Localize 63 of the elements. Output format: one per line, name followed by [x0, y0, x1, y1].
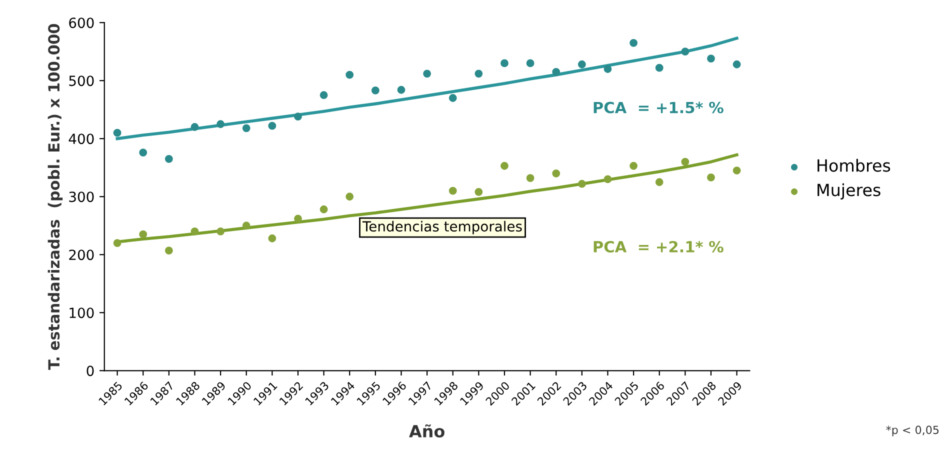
- point: [190, 123, 199, 131]
- point: [526, 59, 534, 68]
- point: [139, 148, 148, 156]
- point: [397, 86, 406, 94]
- point: [500, 162, 508, 170]
- y-tick-label: 100: [70, 308, 94, 318]
- point: [630, 162, 638, 170]
- point: [268, 234, 276, 242]
- point: [681, 48, 690, 56]
- point: [113, 128, 122, 137]
- point: [216, 227, 224, 236]
- annotation: PCA = +1.5* %: [594, 102, 724, 114]
- point: [707, 174, 715, 182]
- point: [294, 112, 302, 121]
- y-tick-label: 500: [69, 76, 94, 86]
- point: [526, 174, 534, 182]
- point: [448, 186, 457, 195]
- y-tick-label: 600: [69, 18, 94, 28]
- point: [242, 124, 250, 132]
- point: [448, 94, 457, 102]
- point: [216, 120, 224, 128]
- point: [655, 178, 664, 186]
- line-series: [116, 36, 738, 140]
- point: [474, 70, 483, 78]
- y-tick-label: 0: [86, 366, 94, 376]
- point: [242, 222, 250, 230]
- point: [500, 59, 508, 68]
- point: [164, 154, 173, 163]
- point: [707, 54, 715, 63]
- point: [630, 38, 638, 47]
- legend-label: Hombres: [818, 158, 890, 172]
- y-tick-label: 200: [69, 250, 94, 260]
- x-axis-title: Año: [409, 424, 444, 438]
- y-axis-title: T. estandarizadas (pobl. Eur.) x 100.000: [48, 24, 63, 370]
- point: [164, 246, 173, 255]
- point: [732, 166, 741, 174]
- point: [604, 175, 612, 184]
- point: [139, 230, 148, 238]
- point: [681, 158, 690, 166]
- point: [604, 65, 612, 73]
- point: [578, 180, 586, 188]
- point: [346, 192, 354, 201]
- point: [268, 122, 276, 130]
- point: [552, 169, 560, 178]
- point: [423, 70, 431, 78]
- point: [474, 188, 483, 196]
- y-tick-label: 300: [69, 192, 94, 202]
- annotation: PCA = +2.1* %: [594, 240, 724, 253]
- point: [732, 60, 741, 68]
- y-tick-label: 400: [68, 134, 94, 144]
- point: [320, 205, 328, 214]
- point: [294, 214, 302, 223]
- point: [552, 68, 560, 76]
- point: [320, 91, 328, 100]
- point: [578, 60, 586, 68]
- point: [190, 227, 199, 236]
- annotation: Tendencias temporales: [362, 220, 522, 234]
- point: [371, 86, 380, 94]
- point: [346, 70, 354, 79]
- point: [113, 239, 122, 247]
- text: *p < 0,05: [886, 426, 939, 436]
- legend-label: Mujeres: [818, 183, 880, 200]
- point: [655, 64, 664, 72]
